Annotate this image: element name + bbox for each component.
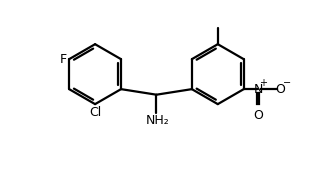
Text: N: N [253, 83, 263, 96]
Text: O: O [275, 83, 285, 96]
Text: O: O [253, 109, 263, 122]
Text: Cl: Cl [89, 106, 101, 119]
Text: F: F [60, 53, 67, 66]
Text: +: + [259, 78, 267, 88]
Text: −: − [282, 78, 291, 88]
Text: NH₂: NH₂ [146, 114, 170, 127]
